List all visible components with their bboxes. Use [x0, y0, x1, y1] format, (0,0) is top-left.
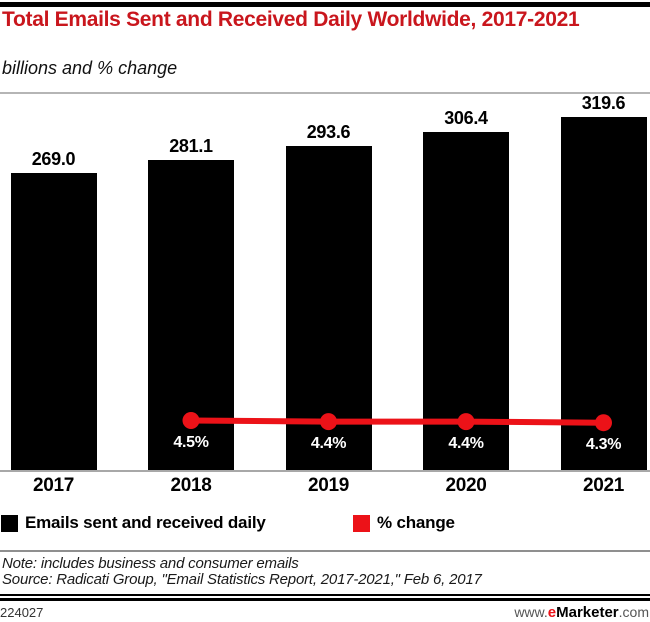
pct-change-line [190, 417, 604, 426]
x-axis-label-2018: 2018 [170, 475, 212, 496]
x-axis-labels: 2017 2018 2019 2020 2021 [0, 475, 650, 499]
site-suffix: .com [618, 604, 649, 620]
legend-item-emails: Emails sent and received daily [1, 513, 266, 533]
pct-change-label-2018: 4.5% [173, 433, 209, 451]
footer: 224027 www.eMarketer.com [0, 604, 650, 622]
notes-divider [0, 550, 650, 552]
site-link[interactable]: www.eMarketer.com [514, 604, 649, 621]
top-rule [0, 2, 650, 7]
header-divider [0, 92, 650, 94]
x-axis-label-2019: 2019 [307, 475, 350, 496]
chart-subtitle: billions and % change [2, 58, 178, 78]
bar-value-2021: 319.6 [581, 93, 626, 113]
bar-value-2017: 269.0 [31, 148, 76, 169]
note-text: Note: includes business and consumer ema… [2, 555, 299, 572]
pct-change-label-2019: 4.4% [310, 434, 347, 452]
pct-change-dot [182, 412, 200, 429]
legend-swatch-emails-icon [1, 514, 18, 532]
legend-swatch-pct-change-icon [353, 514, 370, 532]
legend-label-emails: Emails sent and received daily [25, 513, 266, 532]
pct-change-label-2020: 4.4% [448, 434, 484, 452]
legend: Emails sent and received daily % change [0, 513, 650, 535]
x-axis-line [0, 470, 650, 472]
bar-2021 [560, 117, 647, 470]
bar-value-2020: 306.4 [444, 107, 488, 128]
x-axis-label-2017: 2017 [32, 475, 75, 496]
bar-value-2018: 281.1 [169, 135, 213, 156]
pct-change-dot [595, 414, 612, 432]
x-axis-label-2020: 2020 [445, 475, 487, 496]
pct-change-dot [320, 413, 337, 431]
plot-area: 269.0 281.1 293.6 306.4 319.6 4.5% 4.4% 4.4% 4.3… [0, 93, 650, 470]
pct-change-label-2021: 4.3% [585, 435, 622, 453]
x-axis-label-2021: 2021 [582, 475, 625, 496]
site-e: e [547, 604, 557, 621]
pct-change-line-chart [182, 412, 612, 432]
pct-change-dot [457, 413, 475, 431]
legend-item-pct-change: % change [353, 513, 455, 533]
chart-id: 224027 [0, 605, 44, 620]
site-name: Marketer [556, 604, 619, 621]
bar-2017 [10, 172, 97, 470]
chart-title: Total Emails Sent and Received Daily Wor… [2, 8, 580, 31]
bar-value-2019: 293.6 [306, 121, 351, 142]
legend-label-pct-change: % change [377, 513, 455, 532]
source-text: Source: Radicati Group, "Email Statistic… [2, 571, 482, 588]
site-prefix: www. [514, 604, 548, 620]
footer-rule [0, 594, 650, 601]
